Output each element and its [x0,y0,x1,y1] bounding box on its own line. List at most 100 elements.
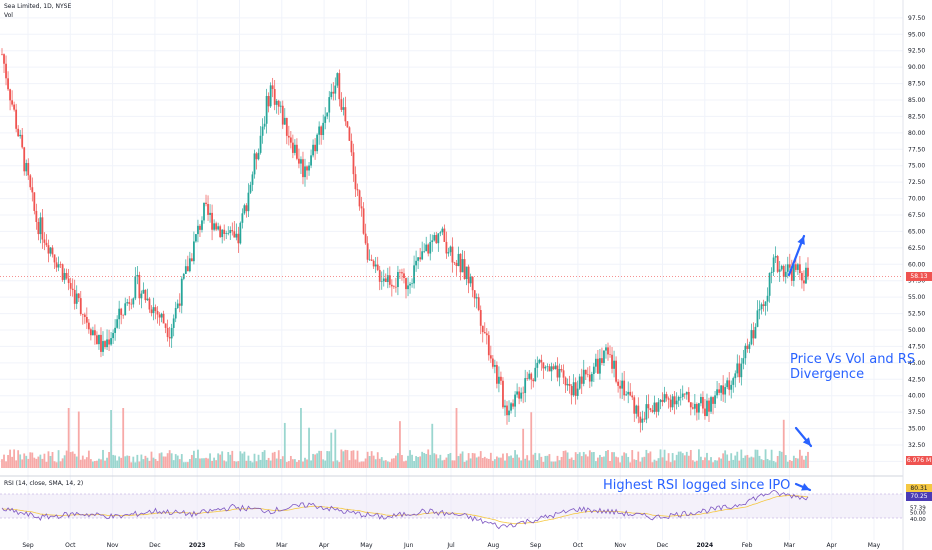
candle-body [576,388,579,396]
candle-body [447,252,450,254]
volume-bar [530,412,533,468]
candle-body [142,289,145,294]
candle-body [437,233,440,244]
candle-body [483,332,486,334]
time-tick-label: Sep [530,542,542,549]
volume-bar [166,453,169,468]
candle-body [415,260,417,266]
candle-body [425,244,428,252]
volume-bar [764,449,767,468]
candle-body [613,360,615,369]
candle-body [720,385,723,393]
price-tick-label: 87.50 [908,81,925,88]
volume-bar [85,457,88,468]
candle-body [716,389,718,396]
volume-bar [447,453,450,468]
volume-bar [87,450,90,468]
volume-bar [269,460,272,468]
candle-body [215,223,218,230]
candle-body [132,298,135,305]
volume-bar [201,458,203,468]
volume-bar [237,461,240,468]
volume-bar [671,453,674,468]
candle-body [475,297,478,299]
volume-bar [665,460,668,468]
candle-body [467,266,470,284]
candle-body [193,241,195,262]
price-tick-label: 47.50 [908,343,925,350]
volume-bar [780,451,783,468]
volume-bar [390,458,393,468]
candle-body [154,307,157,312]
volume-bar [421,451,424,468]
candle-body [94,330,96,336]
candle-body [584,369,587,375]
candle-body [19,134,22,137]
volume-bar [801,455,803,468]
candle-body [508,410,510,416]
candle-body [65,272,68,279]
volume-bar [306,459,308,468]
candle-body [453,262,456,264]
candle-body [417,257,420,261]
volume-bar [344,449,347,468]
volume-bar [253,453,256,468]
volume-bar [275,458,278,468]
candle-body [283,117,286,125]
volume-bar [195,458,197,468]
volume-bar [803,459,805,468]
volume-bar [534,452,537,468]
candle-body [43,239,46,243]
candle-body [588,374,591,382]
candle-body [172,318,175,328]
candle-body [538,359,541,363]
candle-body [510,403,512,411]
candle-body [772,257,775,272]
candle-body [403,273,405,279]
candle-body [645,404,648,420]
volume-bar [738,460,741,468]
volume-bar [500,457,502,468]
volume-bar [156,460,159,468]
volume-bar [411,454,413,468]
volume-bar [209,453,211,468]
candle-body [300,159,302,164]
candle-body [728,380,731,390]
volume-bar [21,459,24,468]
volume-bar [722,453,725,468]
volume-bar [152,457,155,468]
candle-body [465,266,468,280]
time-tick-label: 2024 [696,542,713,549]
candle-body [83,314,86,317]
volume-bar [298,460,300,468]
candle-body [677,396,680,401]
price-tick-label: 75.00 [908,163,925,170]
volume-bar [19,454,22,468]
candle-body [275,100,278,105]
candle-body [291,142,294,153]
candle-body [310,155,312,166]
candle-body [572,382,575,396]
candle-body [53,254,56,263]
volume-bar [796,458,799,468]
candle-body [740,363,743,378]
candle-body [326,112,329,117]
volume-bar [79,459,82,468]
candle-body [578,376,581,389]
volume-bar [279,459,282,468]
volume-bar [597,457,599,468]
volume-bar [81,455,84,468]
price-tick-label: 45.00 [908,360,925,367]
volume-bar [302,461,304,468]
candle-body [75,293,78,304]
candle-body [362,208,365,234]
candle-body [534,367,537,382]
candle-body [594,358,597,367]
volume-bar [562,450,565,468]
candle-body [330,91,333,98]
volume-bar [508,456,510,468]
candle-body [39,217,42,235]
candle-body [168,337,171,339]
candle-body [621,380,624,389]
